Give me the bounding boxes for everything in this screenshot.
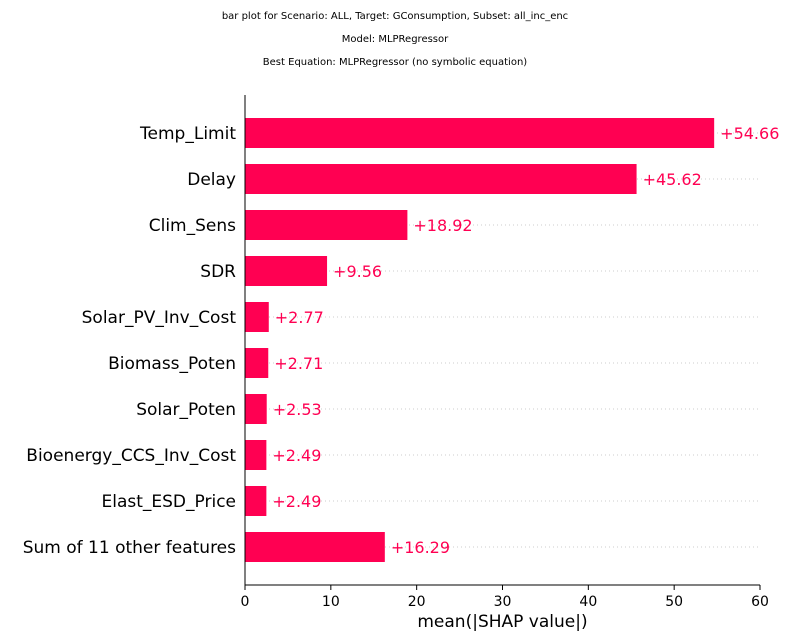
x-tick-label: 60 xyxy=(751,594,769,610)
x-tick-label: 50 xyxy=(665,594,683,610)
value-label: +2.71 xyxy=(274,354,323,373)
value-label: +2.49 xyxy=(272,492,321,511)
x-tick-label: 40 xyxy=(579,594,597,610)
x-tick-label: 10 xyxy=(322,594,340,610)
value-label: +9.56 xyxy=(333,262,382,281)
category-label: Clim_Sens xyxy=(149,216,236,236)
x-axis-ticks: 0 10 20 30 40 50 60 xyxy=(241,585,769,610)
value-label: +45.62 xyxy=(643,170,702,189)
category-label: Sum of 11 other features xyxy=(23,538,236,558)
x-tick-label: 20 xyxy=(408,594,426,610)
value-label: +54.66 xyxy=(720,124,779,143)
value-labels: +54.66 +45.62 +18.92 +9.56 +2.77 +2.71 +2.53 +2… xyxy=(272,124,779,557)
bars xyxy=(245,118,715,562)
category-label: Biomass_Poten xyxy=(108,354,236,374)
bar xyxy=(245,440,267,470)
x-tick-label: 30 xyxy=(494,594,512,610)
bar xyxy=(245,532,385,562)
category-labels: Temp_Limit Delay Clim_Sens SDR Solar_PV_Inv_… xyxy=(23,124,237,558)
category-label: Bioenergy_CCS_Inv_Cost xyxy=(26,446,236,466)
category-label: Temp_Limit xyxy=(139,124,236,144)
bar xyxy=(245,210,408,240)
chart-title-line-3: Best Equation: MLPRegressor (no symbolic… xyxy=(263,57,527,68)
x-axis-label: mean(|SHAP value|) xyxy=(417,612,587,632)
category-label: Elast_ESD_Price xyxy=(102,492,237,512)
bar xyxy=(245,486,267,516)
category-label: Solar_Poten xyxy=(136,400,236,420)
value-label: +16.29 xyxy=(391,538,450,557)
bar xyxy=(245,394,267,424)
value-label: +2.53 xyxy=(273,400,322,419)
bar xyxy=(245,348,269,378)
category-label: Delay xyxy=(187,170,236,190)
chart-title-line-2: Model: MLPRegressor xyxy=(342,34,449,45)
value-label: +2.77 xyxy=(275,308,324,327)
bar xyxy=(245,256,328,286)
bar xyxy=(245,302,269,332)
category-label: SDR xyxy=(200,262,236,282)
bar xyxy=(245,118,715,148)
value-label: +18.92 xyxy=(413,216,472,235)
category-label: Solar_PV_Inv_Cost xyxy=(82,308,237,328)
bar xyxy=(245,164,637,194)
chart-titles: bar plot for Scenario: ALL, Target: GCon… xyxy=(222,11,568,68)
chart-title-line-1: bar plot for Scenario: ALL, Target: GCon… xyxy=(222,11,568,22)
value-label: +2.49 xyxy=(272,446,321,465)
x-tick-label: 0 xyxy=(241,594,250,610)
row-gridlines xyxy=(245,132,760,548)
